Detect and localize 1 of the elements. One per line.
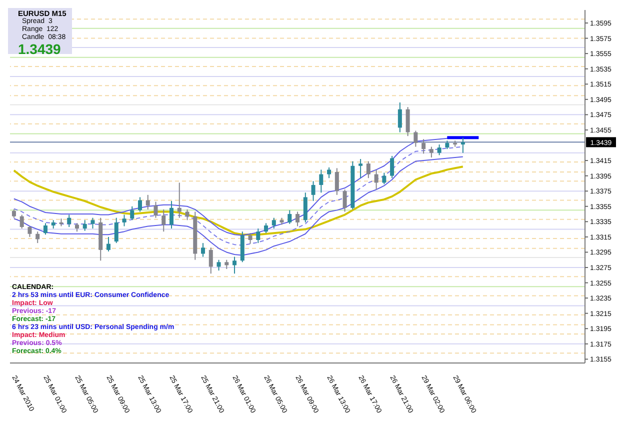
annotation: 1.3439 <box>17 41 62 57</box>
